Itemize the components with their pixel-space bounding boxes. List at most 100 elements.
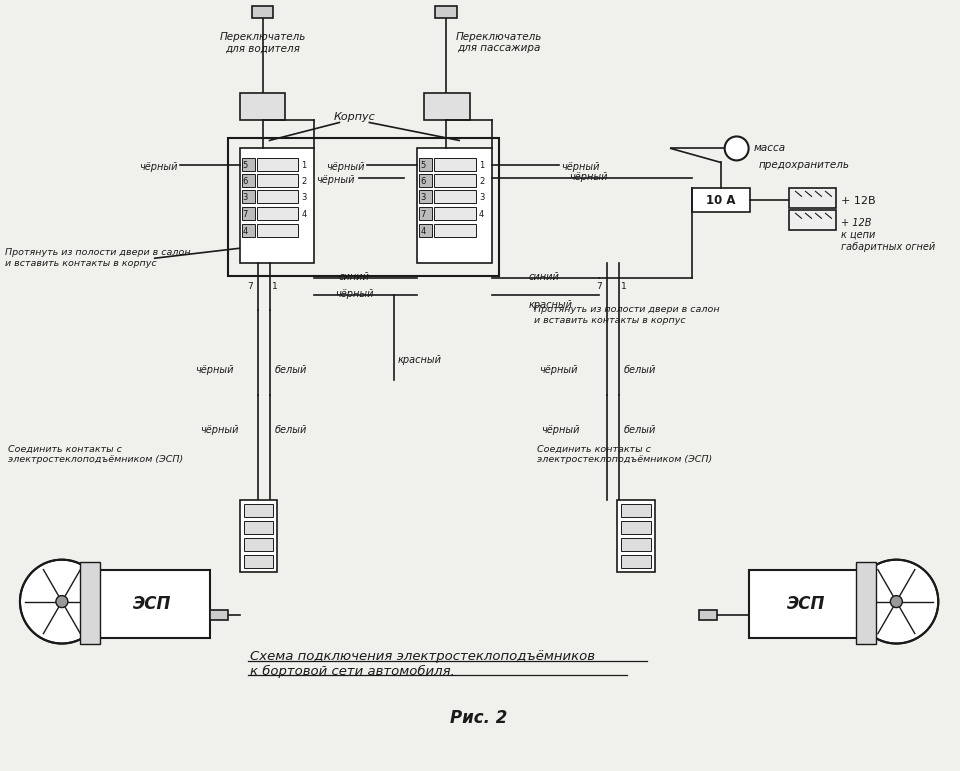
Bar — [252, 5, 274, 18]
Text: чёрный: чёрный — [195, 365, 233, 375]
Text: 10 А: 10 А — [706, 194, 735, 207]
Text: 2: 2 — [301, 177, 306, 186]
Text: 7: 7 — [420, 210, 425, 219]
Text: чёрный: чёрный — [539, 365, 578, 375]
Text: ЭСП: ЭСП — [132, 594, 171, 613]
Text: 6: 6 — [420, 177, 425, 186]
Bar — [80, 562, 100, 644]
Text: красный: красный — [529, 300, 573, 310]
Text: белый: белый — [275, 365, 307, 375]
Text: 7: 7 — [596, 282, 602, 291]
Circle shape — [854, 560, 938, 644]
Bar — [242, 190, 254, 204]
Bar — [420, 174, 432, 187]
Text: красный: красный — [397, 355, 442, 365]
Bar — [228, 139, 499, 276]
Bar — [434, 190, 476, 204]
Text: чёрный: чёрный — [139, 163, 178, 173]
Text: Переключатель
для пассажира: Переключатель для пассажира — [456, 32, 542, 53]
Text: 1: 1 — [621, 282, 627, 291]
Text: Соединить контакты с
электростеклоподъёмником (ЭСП): Соединить контакты с электростеклоподъём… — [537, 445, 712, 464]
Bar — [420, 224, 432, 237]
Bar — [256, 224, 299, 237]
Circle shape — [20, 560, 104, 644]
Bar — [621, 537, 651, 550]
Bar — [621, 503, 651, 517]
Bar — [749, 570, 863, 638]
Bar — [244, 554, 274, 567]
Circle shape — [890, 596, 902, 608]
Bar — [244, 537, 274, 550]
Text: 7: 7 — [243, 210, 248, 219]
Bar — [420, 158, 432, 171]
Text: 1: 1 — [301, 161, 306, 170]
Bar — [418, 149, 492, 263]
Bar — [621, 554, 651, 567]
Text: синий: синий — [339, 272, 370, 282]
Text: белый: белый — [624, 425, 657, 435]
Text: 5: 5 — [243, 161, 248, 170]
Bar — [856, 562, 876, 644]
Text: предохранитель: предохранитель — [758, 160, 850, 170]
Bar — [256, 207, 299, 221]
Text: 4: 4 — [479, 210, 485, 219]
Text: 4: 4 — [243, 227, 248, 236]
Text: 3: 3 — [301, 193, 307, 202]
Text: чёрный: чёрный — [325, 163, 365, 173]
Bar — [240, 93, 285, 120]
Text: 4: 4 — [301, 210, 306, 219]
Text: белый: белый — [275, 425, 307, 435]
Bar — [256, 174, 299, 187]
Bar — [240, 149, 315, 263]
Text: Переключатель
для водителя: Переключатель для водителя — [219, 32, 305, 53]
Bar — [95, 570, 209, 638]
Text: Протянуть из полости двери в салон
и вставить контакты в корпус: Протянуть из полости двери в салон и вст… — [5, 248, 191, 268]
Bar — [434, 224, 476, 237]
Text: масса: масса — [754, 143, 785, 153]
Text: Соединить контакты с
электростеклоподъёмником (ЭСП): Соединить контакты с электростеклоподъём… — [8, 445, 183, 464]
Text: Корпус: Корпус — [333, 113, 375, 123]
Text: ЭСП: ЭСП — [787, 594, 826, 613]
Text: чёрный: чёрный — [200, 425, 238, 435]
Circle shape — [56, 596, 68, 608]
Bar — [242, 207, 254, 221]
Bar — [420, 207, 432, 221]
Bar — [788, 210, 836, 231]
Bar — [692, 188, 750, 212]
Text: Протянуть из полости двери в салон
и вставить контакты в корпус: Протянуть из полости двери в салон и вст… — [534, 305, 720, 325]
Text: чёрный: чёрный — [335, 289, 373, 299]
Bar — [699, 610, 717, 620]
Text: 4: 4 — [420, 227, 425, 236]
Bar — [424, 93, 470, 120]
Bar — [209, 610, 228, 620]
Text: 3: 3 — [243, 193, 248, 202]
Text: 5: 5 — [420, 161, 425, 170]
Bar — [434, 174, 476, 187]
Bar — [256, 158, 299, 171]
Text: белый: белый — [624, 365, 657, 375]
Bar — [434, 158, 476, 171]
Bar — [242, 224, 254, 237]
Bar — [242, 158, 254, 171]
Text: 6: 6 — [243, 177, 248, 186]
Text: Схема подключения электростеклоподъёмников
к бортовой сети автомобиля.: Схема подключения электростеклоподъёмник… — [250, 649, 594, 678]
Text: + 12В
к цепи
габаритных огней: + 12В к цепи габаритных огней — [842, 218, 936, 251]
Text: 7: 7 — [247, 282, 252, 291]
Bar — [240, 500, 277, 571]
Text: Рис. 2: Рис. 2 — [450, 709, 508, 727]
Circle shape — [725, 136, 749, 160]
Text: чёрный: чёрный — [569, 173, 608, 183]
Text: чёрный: чёрный — [316, 175, 354, 185]
Bar — [434, 207, 476, 221]
Bar — [435, 5, 457, 18]
Text: + 12В: + 12В — [842, 197, 876, 207]
Bar — [788, 188, 836, 208]
Bar — [244, 503, 274, 517]
Text: чёрный: чёрный — [561, 163, 599, 173]
Text: 1: 1 — [272, 282, 277, 291]
Text: 3: 3 — [420, 193, 425, 202]
Text: чёрный: чёрный — [541, 425, 580, 435]
Bar — [617, 500, 655, 571]
Bar — [420, 190, 432, 204]
Bar — [242, 174, 254, 187]
